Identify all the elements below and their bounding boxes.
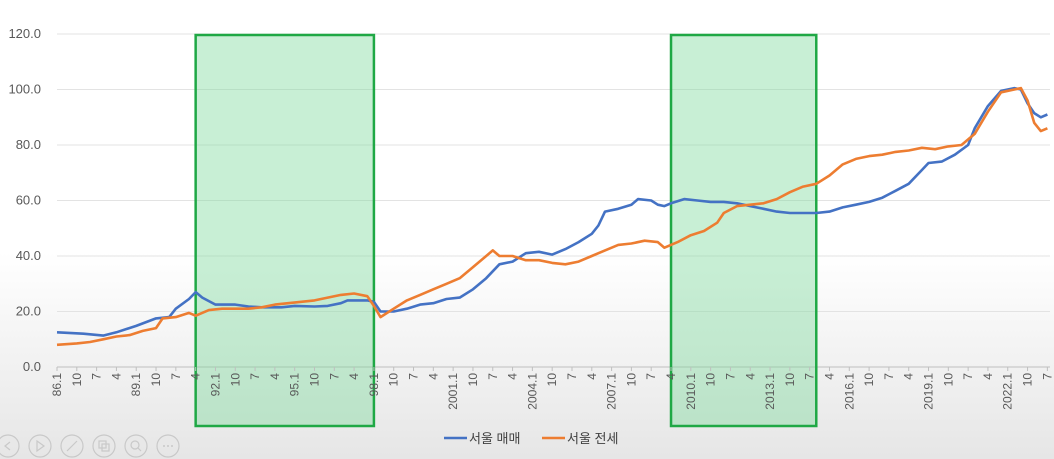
x-tick-label: 7 <box>882 373 896 380</box>
legend-label: 서울 매매 <box>469 431 520 446</box>
copy-icon[interactable] <box>92 434 116 458</box>
x-tick-label: 2019.1 <box>922 373 936 410</box>
y-axis-ticks: 0.0 20.0 40.0 60.0 80.0 100.0 120.0 <box>8 26 41 374</box>
x-tick-label: 89.1 <box>129 373 143 397</box>
legend: 서울 매매 서울 전세 <box>444 431 618 446</box>
x-tick-label: 10 <box>704 373 718 387</box>
x-tick-label: 10 <box>783 373 797 387</box>
x-tick-label: 7 <box>723 373 737 380</box>
x-tick-label: 7 <box>803 373 817 380</box>
y-tick-label: 80.0 <box>16 137 41 152</box>
x-tick-label: 2007.1 <box>605 373 619 410</box>
x-tick-label: 7 <box>486 373 500 380</box>
x-tick-label: 2010.1 <box>684 373 698 410</box>
x-tick-label: 10 <box>862 373 876 387</box>
y-tick-label: 120.0 <box>8 26 41 41</box>
x-tick-label: 10 <box>941 373 955 387</box>
x-tick-label: 4 <box>109 373 123 380</box>
x-tick-label: 4 <box>347 373 361 380</box>
series-lines <box>56 86 1048 347</box>
x-tick-label: 2013.1 <box>763 373 777 410</box>
series-line-0 <box>56 86 1048 337</box>
x-tick-label: 10 <box>70 373 84 387</box>
x-tick-label: 7 <box>169 373 183 380</box>
y-tick-label: 20.0 <box>16 304 41 319</box>
x-tick-label: 86.1 <box>50 373 64 397</box>
prev-icon[interactable] <box>0 434 20 458</box>
x-tick-label: 10 <box>545 373 559 387</box>
x-tick-label: 4 <box>506 373 520 380</box>
x-tick-label: 7 <box>961 373 975 380</box>
y-tick-label: 60.0 <box>16 193 41 208</box>
pen-icon[interactable] <box>60 434 84 458</box>
x-tick-label: 98.1 <box>367 373 381 397</box>
x-tick-label: 7 <box>1040 373 1054 380</box>
x-tick-label: 10 <box>466 373 480 387</box>
slide-toolbar <box>0 434 180 458</box>
y-tick-label: 100.0 <box>8 82 41 97</box>
x-tick-label: 4 <box>981 373 995 380</box>
x-tick-label: 10 <box>228 373 242 387</box>
x-tick-label: 2004.1 <box>525 373 539 410</box>
x-tick-label: 7 <box>327 373 341 380</box>
highlight-box <box>669 33 818 428</box>
x-tick-label: 4 <box>268 373 282 380</box>
x-tick-label: 2016.1 <box>842 373 856 410</box>
x-tick-label: 7 <box>407 373 421 380</box>
x-tick-label: 10 <box>624 373 638 387</box>
y-tick-label: 0.0 <box>23 359 41 374</box>
x-tick-label: 7 <box>90 373 104 380</box>
x-tick-label: 4 <box>426 373 440 380</box>
x-tick-label: 4 <box>664 373 678 380</box>
x-tick-label: 4 <box>585 373 599 380</box>
x-tick-label: 10 <box>307 373 321 387</box>
legend-label: 서울 전세 <box>567 431 618 446</box>
play-icon[interactable] <box>28 434 52 458</box>
x-tick-label: 2022.1 <box>1001 373 1015 410</box>
x-tick-label: 7 <box>565 373 579 380</box>
x-tick-label: 2001.1 <box>446 373 460 410</box>
x-tick-label: 92.1 <box>208 373 222 397</box>
x-tick-label: 10 <box>387 373 401 387</box>
x-tick-label: 7 <box>644 373 658 380</box>
highlight-box <box>194 33 376 428</box>
x-axis: 86.1 10 7 4 89.1 10 7 4 92.1 10 7 4 95.1 10 7 4 98.1 10 7 4… <box>50 367 1054 410</box>
highlight-boxes <box>194 33 818 428</box>
x-tick-label: 10 <box>149 373 163 387</box>
zoom-icon[interactable] <box>124 434 148 458</box>
x-tick-label: 4 <box>902 373 916 380</box>
y-tick-label: 40.0 <box>16 248 41 263</box>
series-line-1 <box>56 86 1048 347</box>
x-tick-label: 7 <box>248 373 262 380</box>
x-tick-label: 4 <box>822 373 836 380</box>
x-tick-label: 10 <box>1021 373 1035 387</box>
x-tick-label: 95.1 <box>288 373 302 397</box>
more-icon[interactable] <box>156 434 180 458</box>
x-tick-label: 4 <box>743 373 757 380</box>
x-tick-label: 4 <box>189 373 203 380</box>
